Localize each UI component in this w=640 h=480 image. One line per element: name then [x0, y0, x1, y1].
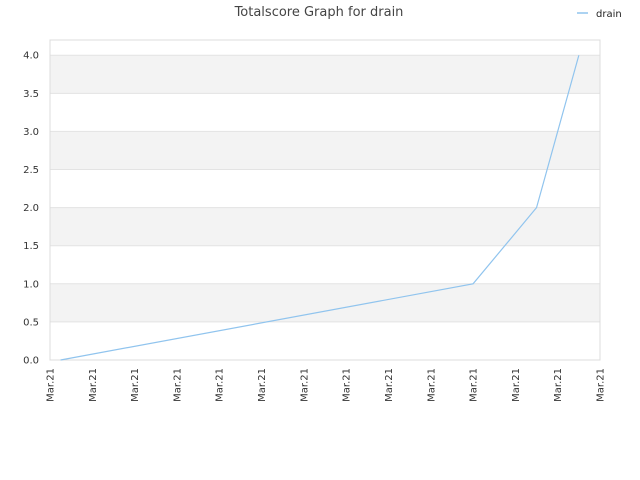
x-tick-label: Mar.21 [511, 368, 522, 402]
x-tick-label: Mar.21 [553, 368, 564, 402]
y-tick-label: 2.5 [23, 165, 39, 176]
y-tick-label: 4.0 [23, 51, 39, 62]
grid-band [50, 40, 600, 56]
y-tick-label: 0.0 [23, 356, 39, 367]
x-tick-label: Mar.21 [299, 368, 310, 402]
x-tick-label: Mar.21 [172, 368, 183, 402]
grid-band [50, 131, 600, 170]
grid-band [50, 283, 600, 322]
x-axis: Mar.21 Mar.21 Mar.21 Mar.21 Mar.21 Mar.21 Mar.… [46, 368, 607, 402]
x-tick-label: Mar.21 [257, 368, 268, 402]
x-tick-label: Mar.21 [384, 368, 395, 402]
plot-border [49, 39, 601, 361]
chart-title: Totalscore Graph for drain [234, 5, 404, 20]
x-tick-label: Mar.21 [130, 368, 141, 402]
series-line-drain [60, 55, 580, 361]
grid-band [50, 169, 600, 208]
x-tick-label: Mar.21 [46, 368, 57, 402]
grid-band [50, 93, 600, 132]
legend: drain [577, 9, 622, 20]
grid-bands [49, 39, 601, 361]
y-tick-label: 0.5 [23, 317, 39, 328]
y-tick-label: 3.0 [23, 127, 39, 138]
x-tick-label: Mar.21 [342, 368, 353, 402]
y-axis: 0.0 0.5 1.0 1.5 2.0 2.5 3.0 3.5 4.0 [23, 51, 39, 367]
x-tick-label: Mar.21 [88, 368, 99, 402]
y-tick-label: 1.0 [23, 279, 39, 290]
grid-band [50, 245, 600, 284]
y-tick-label: 2.0 [23, 203, 39, 214]
y-tick-label: 1.5 [23, 241, 39, 252]
x-tick-label: Mar.21 [426, 368, 437, 402]
x-tick-label: Mar.21 [469, 368, 480, 402]
x-tick-label: Mar.21 [215, 368, 226, 402]
series-layer [60, 55, 580, 361]
legend-label-drain: drain [596, 9, 622, 20]
y-tick-label: 3.5 [23, 89, 39, 100]
grid-band [50, 321, 600, 360]
x-tick-label: Mar.21 [596, 368, 607, 402]
grid-band [50, 207, 600, 246]
grid-band [50, 55, 600, 94]
